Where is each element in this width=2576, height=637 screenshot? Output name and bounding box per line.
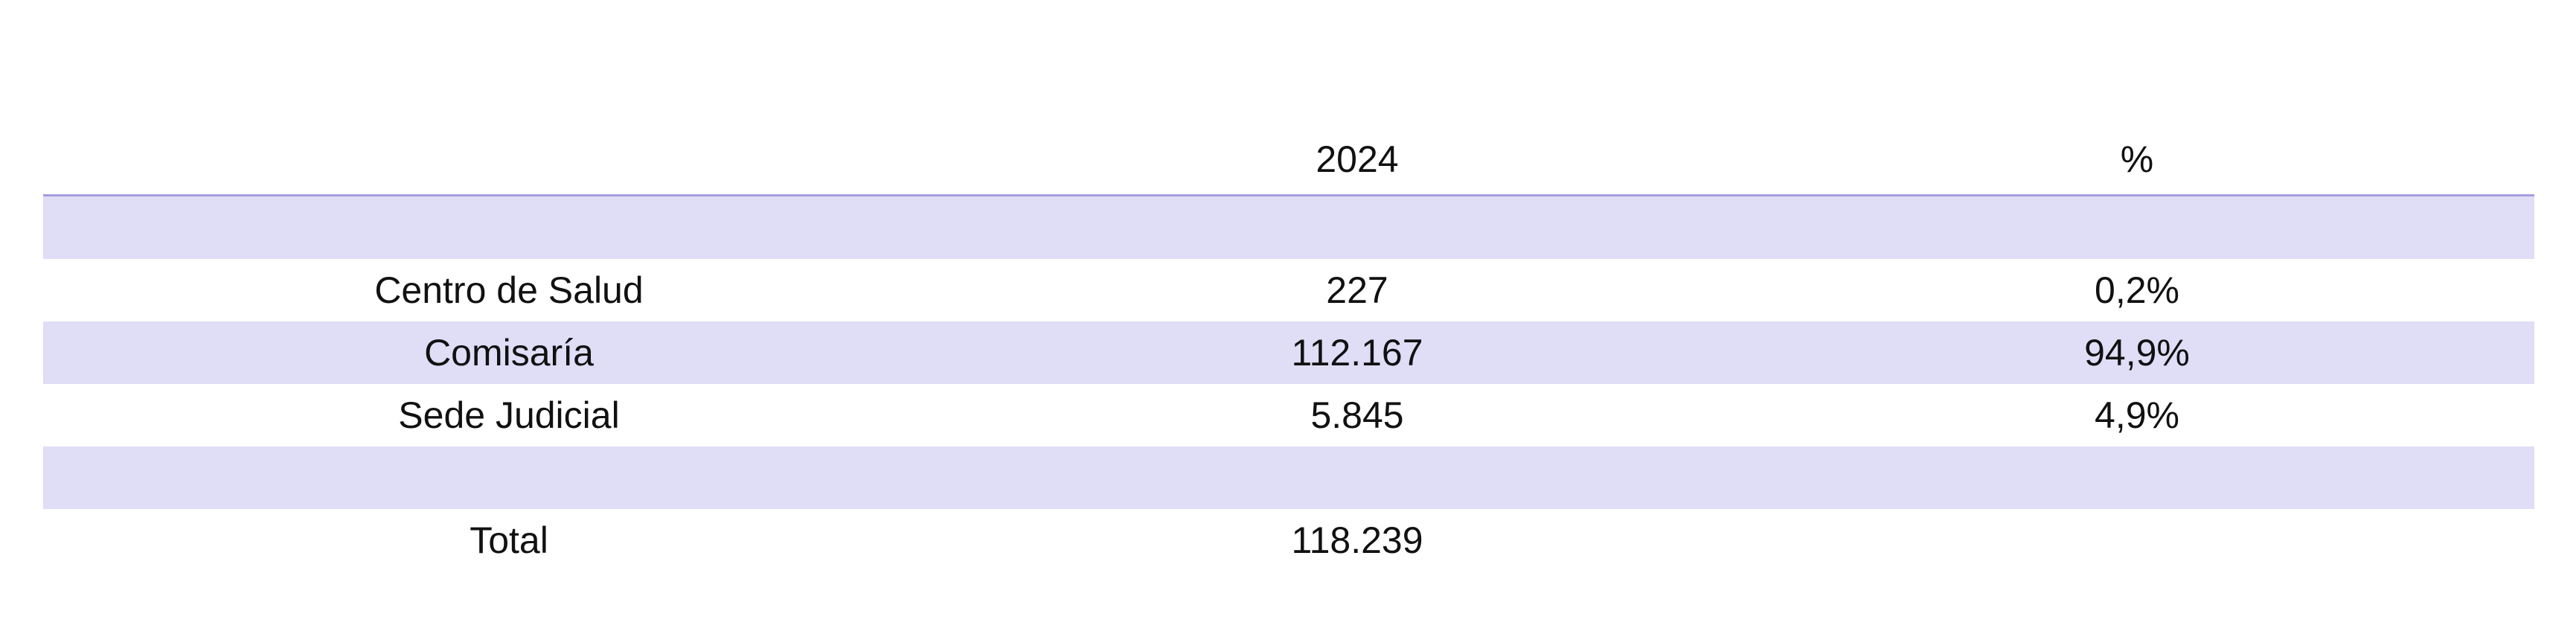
header-cell: 2024 bbox=[1316, 138, 1399, 180]
cell: Comisaría bbox=[424, 332, 594, 374]
total-cell: Total bbox=[470, 519, 548, 561]
cell: 5.845 bbox=[1310, 394, 1404, 436]
row-band bbox=[43, 321, 2534, 384]
header-cell: % bbox=[2120, 138, 2154, 180]
cell: 227 bbox=[1326, 269, 1388, 311]
cell: Sede Judicial bbox=[398, 394, 620, 436]
cell: 0,2% bbox=[2095, 269, 2179, 311]
cell: 4,9% bbox=[2095, 394, 2179, 436]
cell: 94,9% bbox=[2084, 332, 2190, 374]
cell: Centro de Salud bbox=[374, 269, 644, 311]
total-cell: 118.239 bbox=[1291, 519, 1423, 561]
row-band bbox=[43, 196, 2534, 259]
cell: 112.167 bbox=[1291, 332, 1423, 374]
row-band bbox=[43, 446, 2534, 509]
header-rule bbox=[43, 194, 2534, 196]
